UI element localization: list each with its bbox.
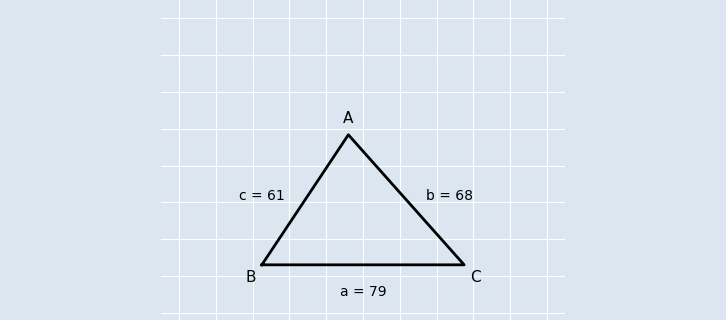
Text: a = 79: a = 79 [340, 285, 386, 299]
Text: B: B [246, 270, 256, 285]
Text: A: A [343, 111, 354, 125]
Text: c = 61: c = 61 [239, 189, 285, 203]
Text: C: C [470, 270, 481, 285]
Text: b = 68: b = 68 [426, 189, 473, 203]
